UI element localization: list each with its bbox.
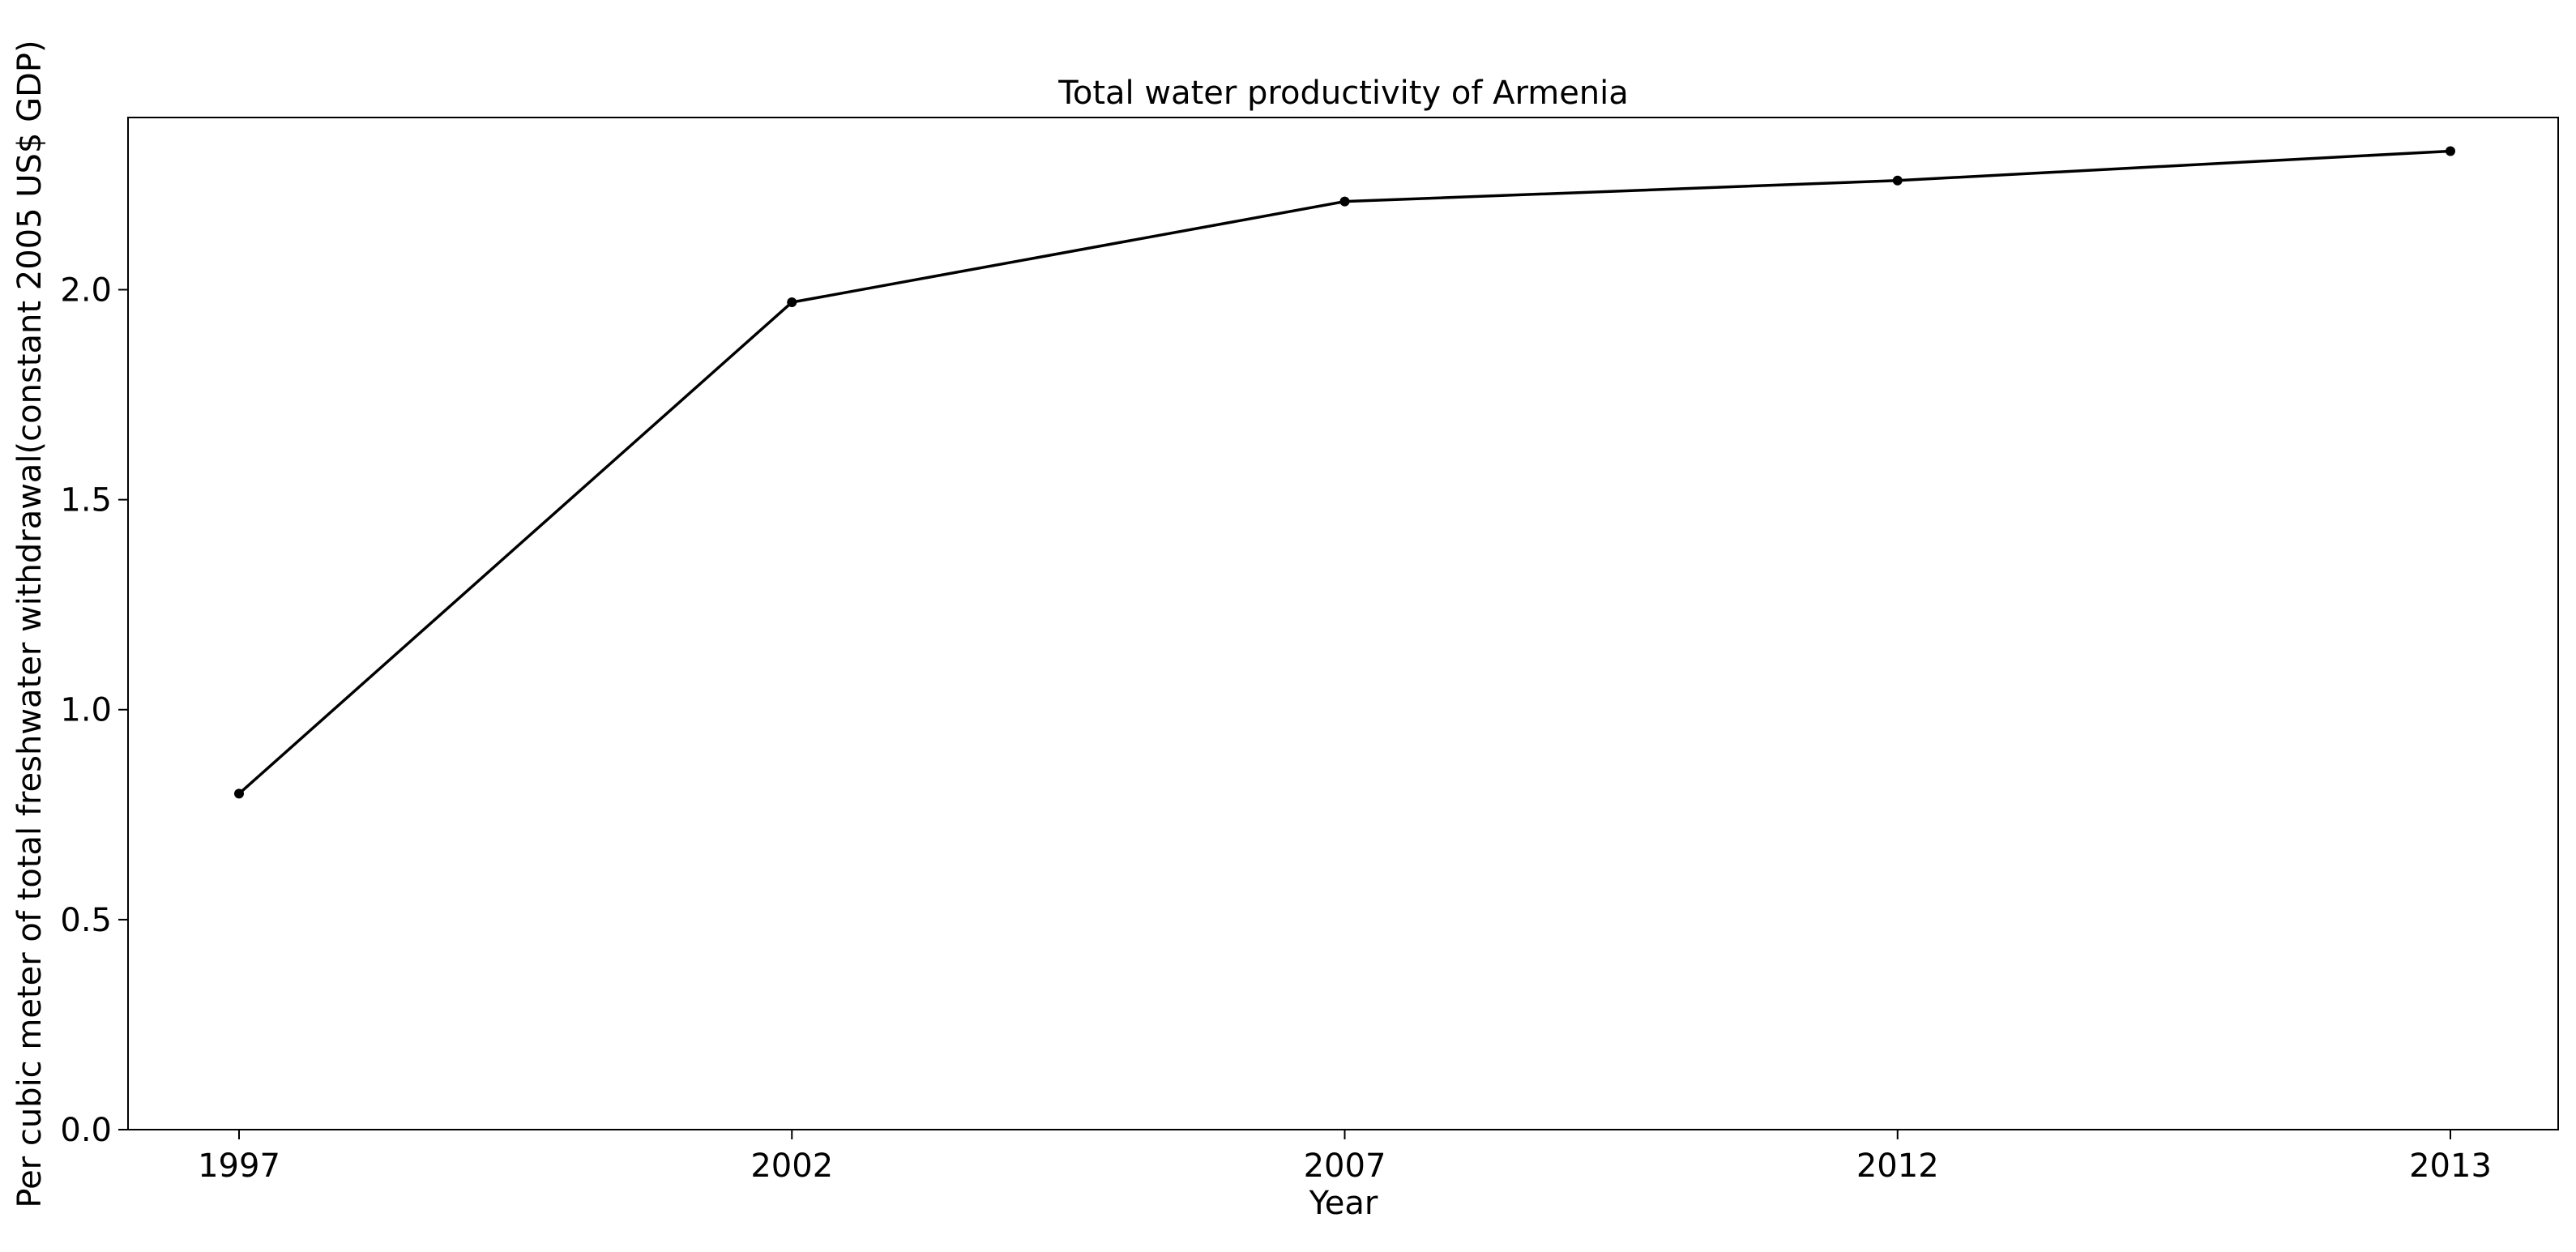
x-tick-label: 2007 <box>1304 1147 1386 1185</box>
series-layer <box>234 146 2455 799</box>
x-tick-label: 1997 <box>198 1147 280 1185</box>
y-tick-label: 1.0 <box>60 692 112 729</box>
chart-title: Total water productivity of Armenia <box>1057 75 1629 112</box>
x-tick-label: 2002 <box>750 1147 833 1185</box>
y-tick-label: 2.0 <box>60 271 112 309</box>
plot-area-frame <box>127 117 2559 1130</box>
y-tick-label: 0.5 <box>60 902 112 939</box>
data-point <box>1339 196 1350 207</box>
x-tick-label: 2012 <box>1856 1147 1939 1185</box>
y-axis-label: Per cubic meter of total freshwater with… <box>11 40 49 1207</box>
data-point <box>2446 146 2455 156</box>
x-tick-label: 2013 <box>2409 1147 2492 1185</box>
x-axis-label: Year <box>1309 1185 1378 1222</box>
data-point <box>1892 175 1903 186</box>
x-axis-ticks: 1997 2002 2007 2012 2013 <box>198 1130 2492 1185</box>
y-tick-label: 0.0 <box>60 1112 112 1149</box>
y-tick-label: 1.5 <box>60 482 112 519</box>
y-axis-ticks: 0.0 0.5 1.0 1.5 2.0 <box>60 271 128 1149</box>
data-point <box>787 297 797 308</box>
data-point <box>234 788 244 799</box>
